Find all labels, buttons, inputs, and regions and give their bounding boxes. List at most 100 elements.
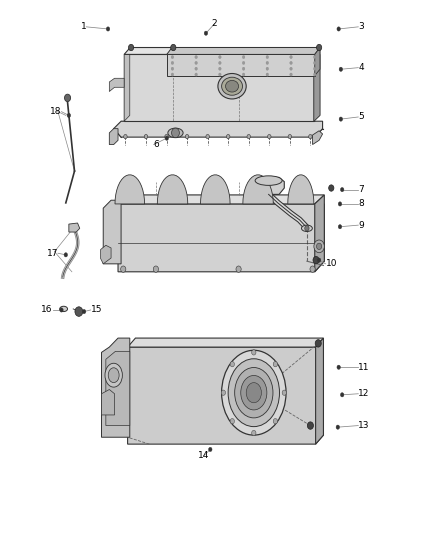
Circle shape <box>315 340 321 347</box>
Circle shape <box>314 240 324 253</box>
Circle shape <box>219 61 221 64</box>
Circle shape <box>340 188 344 192</box>
Circle shape <box>305 225 309 231</box>
Circle shape <box>128 44 134 51</box>
Polygon shape <box>201 175 230 204</box>
Circle shape <box>340 393 344 397</box>
Polygon shape <box>127 338 323 347</box>
Circle shape <box>314 55 316 59</box>
Polygon shape <box>288 175 314 204</box>
Ellipse shape <box>105 364 122 387</box>
Circle shape <box>219 67 221 70</box>
Circle shape <box>75 307 83 317</box>
Text: 6: 6 <box>154 140 159 149</box>
Circle shape <box>290 61 292 64</box>
Circle shape <box>314 73 316 76</box>
Circle shape <box>219 55 221 59</box>
Circle shape <box>67 114 71 117</box>
Circle shape <box>328 185 334 191</box>
Polygon shape <box>167 54 315 76</box>
Text: 16: 16 <box>41 305 53 314</box>
Polygon shape <box>102 390 115 415</box>
Polygon shape <box>110 128 118 144</box>
Circle shape <box>273 418 278 424</box>
Circle shape <box>268 134 271 139</box>
Circle shape <box>313 256 319 264</box>
Polygon shape <box>253 177 284 195</box>
Text: 7: 7 <box>358 185 364 194</box>
Circle shape <box>124 134 127 139</box>
Ellipse shape <box>235 368 273 418</box>
Circle shape <box>307 422 314 429</box>
Circle shape <box>247 134 251 139</box>
Circle shape <box>144 134 148 139</box>
Ellipse shape <box>246 383 261 403</box>
Circle shape <box>339 117 343 121</box>
Text: 8: 8 <box>358 199 364 208</box>
Circle shape <box>290 67 292 70</box>
Text: 2: 2 <box>212 19 217 28</box>
Text: 17: 17 <box>46 249 58 258</box>
Text: 11: 11 <box>358 363 370 372</box>
Circle shape <box>288 134 292 139</box>
Circle shape <box>318 258 321 262</box>
Circle shape <box>252 430 256 435</box>
Text: 3: 3 <box>358 22 364 31</box>
Circle shape <box>242 73 245 76</box>
Text: 10: 10 <box>325 260 337 268</box>
Polygon shape <box>157 175 188 204</box>
Circle shape <box>204 31 208 35</box>
Circle shape <box>171 55 174 59</box>
Ellipse shape <box>241 375 267 410</box>
Circle shape <box>252 350 256 355</box>
Polygon shape <box>118 195 324 204</box>
Polygon shape <box>313 131 322 144</box>
Circle shape <box>230 361 234 367</box>
Circle shape <box>338 224 342 229</box>
Circle shape <box>266 55 268 59</box>
Polygon shape <box>101 245 111 264</box>
Ellipse shape <box>218 74 246 99</box>
Polygon shape <box>314 54 320 121</box>
Ellipse shape <box>226 80 239 92</box>
Circle shape <box>317 243 322 249</box>
Polygon shape <box>124 47 320 54</box>
Polygon shape <box>315 47 320 76</box>
Circle shape <box>195 67 198 70</box>
Circle shape <box>64 253 67 257</box>
Polygon shape <box>316 338 323 444</box>
Polygon shape <box>69 223 80 232</box>
Circle shape <box>242 61 245 64</box>
Circle shape <box>266 67 268 70</box>
Circle shape <box>273 361 278 367</box>
Ellipse shape <box>301 225 312 231</box>
Circle shape <box>219 73 221 76</box>
Circle shape <box>153 266 159 272</box>
Circle shape <box>120 266 126 272</box>
Polygon shape <box>102 338 130 437</box>
Polygon shape <box>314 47 320 121</box>
Circle shape <box>60 308 63 312</box>
Text: 5: 5 <box>358 112 364 122</box>
Circle shape <box>226 134 230 139</box>
Circle shape <box>106 27 110 31</box>
Ellipse shape <box>222 350 286 435</box>
Polygon shape <box>118 204 324 272</box>
Circle shape <box>171 44 176 51</box>
Circle shape <box>339 67 343 71</box>
Circle shape <box>171 67 174 70</box>
Text: 18: 18 <box>50 107 61 116</box>
Text: 9: 9 <box>358 221 364 230</box>
Polygon shape <box>110 78 124 92</box>
Circle shape <box>172 128 180 138</box>
Ellipse shape <box>60 306 67 312</box>
Circle shape <box>338 202 342 206</box>
Ellipse shape <box>255 176 282 185</box>
Polygon shape <box>124 54 314 121</box>
Circle shape <box>185 134 189 139</box>
Circle shape <box>230 418 234 424</box>
Circle shape <box>236 266 241 272</box>
Ellipse shape <box>108 368 119 383</box>
Circle shape <box>337 27 340 31</box>
Circle shape <box>336 425 339 429</box>
